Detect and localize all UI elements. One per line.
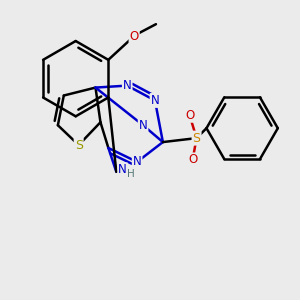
Text: N: N	[123, 79, 132, 92]
Text: N: N	[139, 119, 147, 132]
Text: N: N	[151, 94, 159, 107]
Text: S: S	[193, 132, 201, 145]
Text: S: S	[75, 139, 83, 152]
Text: H: H	[127, 169, 135, 179]
Text: N: N	[118, 163, 127, 176]
Text: N: N	[133, 155, 142, 168]
Text: O: O	[185, 109, 194, 122]
Text: O: O	[130, 30, 139, 43]
Text: O: O	[188, 153, 197, 167]
